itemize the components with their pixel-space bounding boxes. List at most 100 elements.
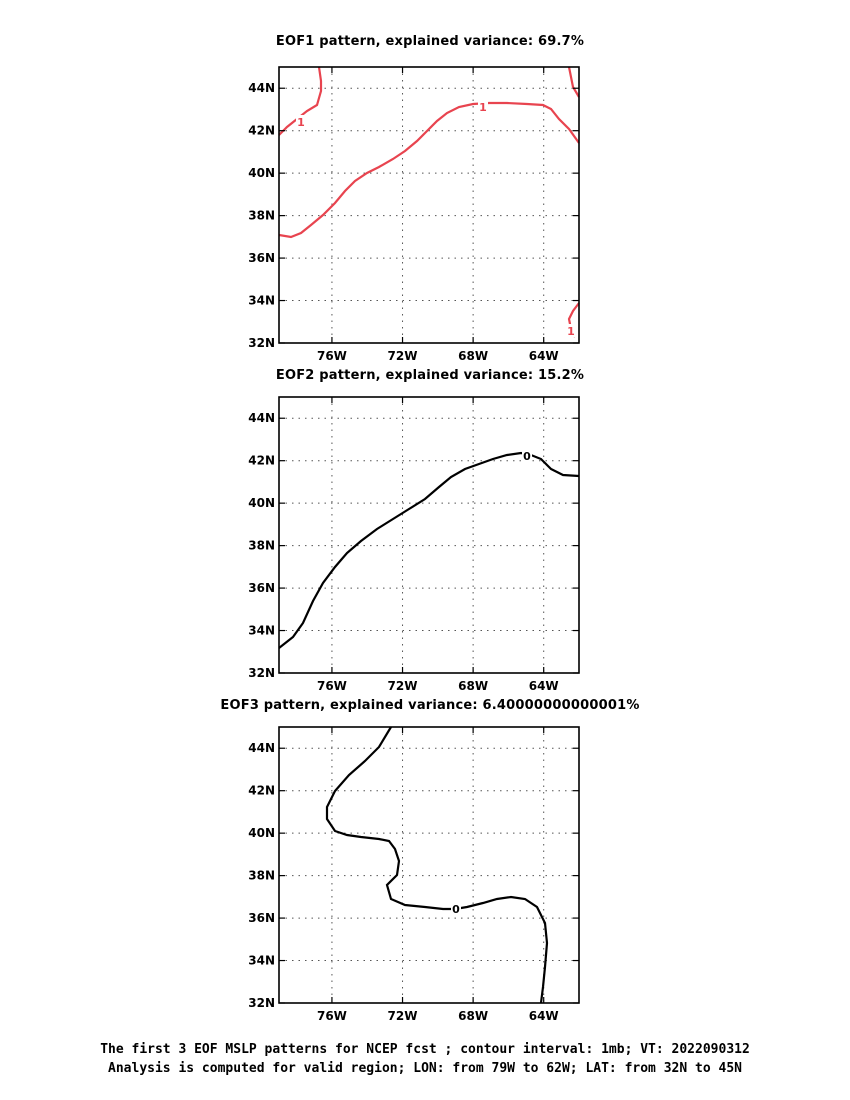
coastline-segment <box>279 69 331 101</box>
lat-tick-label: 36N <box>248 251 275 265</box>
contour-line <box>278 101 580 239</box>
coastline-segment <box>567 71 579 83</box>
coastline-segment <box>319 195 329 205</box>
coastline-segment <box>279 85 319 94</box>
lon-tick-label: 68W <box>458 1009 488 1023</box>
coastline-segment <box>341 512 351 525</box>
coastline-segment <box>326 215 335 225</box>
caption-line-2: Analysis is computed for valid region; L… <box>108 1061 742 1076</box>
coastline-segment <box>279 67 493 306</box>
contour-label-background <box>478 100 488 113</box>
eof3-map: 0 76W 72W 68W 64W 32N 34N 36N 38N 40N 42N 44N <box>248 726 580 1023</box>
coastline-segment <box>509 67 533 83</box>
lat-tick-label: 32N <box>248 666 275 680</box>
contour-group: 0 <box>325 726 549 1004</box>
contour-line <box>278 451 580 649</box>
lat-tick-label: 40N <box>248 166 275 180</box>
lon-tick-label: 76W <box>317 679 347 693</box>
panel-1-title: EOF1 pattern, explained variance: 69.7% <box>275 34 585 49</box>
coastline-segment <box>297 431 309 437</box>
coastline-segment <box>341 842 351 855</box>
coastline-segment <box>509 727 533 743</box>
coastline-segment <box>279 729 331 761</box>
lon-tick-label: 64W <box>529 349 559 363</box>
lon-tick-label: 72W <box>388 349 418 363</box>
eof2-map: 0 76W 72W 68W 64W 32N 34N 36N 38N 40N 42N 44N <box>248 396 580 693</box>
coastline-segment <box>431 442 443 465</box>
lat-tick-label: 38N <box>248 539 275 553</box>
lon-tick-label: 72W <box>388 679 418 693</box>
coastline-segment <box>279 415 319 424</box>
lon-tick-label: 76W <box>317 1009 347 1023</box>
coastline-segment <box>279 727 493 966</box>
coastline-segment <box>509 401 579 429</box>
lat-tick-label: 42N <box>248 454 275 468</box>
contour-label: 1 <box>479 101 487 114</box>
coastline-segment <box>321 497 331 511</box>
lat-tick-label: 38N <box>248 209 275 223</box>
coastline-segment <box>321 827 331 841</box>
coastline-segment <box>317 245 329 255</box>
coastline-segment <box>431 772 443 795</box>
lat-tick-label: 38N <box>248 869 275 883</box>
coastline-segment <box>279 399 331 431</box>
lon-tick-label: 64W <box>529 1009 559 1023</box>
map-frame <box>278 396 580 674</box>
coastline-segment <box>317 905 329 915</box>
eof1-map: 1 1 1 76W 72W 68W 64W 32N 34N 36N 38N 40N 42N 44N <box>248 66 580 363</box>
coastline-segment <box>403 469 439 487</box>
coastline-segment <box>509 731 579 759</box>
lat-tick-label: 32N <box>248 336 275 350</box>
coastline-segment <box>319 866 327 871</box>
contour-group: 0 <box>278 449 580 649</box>
coastline-segment <box>444 97 457 103</box>
coastline-segment <box>279 397 493 636</box>
map-frame <box>278 66 580 344</box>
coastline-segment <box>365 141 385 157</box>
lon-tick-label: 68W <box>458 679 488 693</box>
lat-tick-label: 36N <box>248 581 275 595</box>
lat-tick-label: 44N <box>248 81 275 95</box>
coastline-segment <box>317 260 324 273</box>
coastline-segment <box>326 875 335 885</box>
contour-line <box>278 66 323 136</box>
lat-tick-label: 40N <box>248 826 275 840</box>
coastline-segment <box>279 745 319 754</box>
coastline-segment <box>317 920 324 933</box>
lat-tick-label: 40N <box>248 496 275 510</box>
coastline-segment <box>297 761 309 767</box>
coastline-segment <box>367 473 399 477</box>
lat-tick-label: 36N <box>248 911 275 925</box>
lat-tick-label: 34N <box>248 624 275 638</box>
lat-tick-label: 42N <box>248 784 275 798</box>
panel-2-title: EOF2 pattern, explained variance: 15.2% <box>275 368 585 383</box>
coastline <box>279 397 579 636</box>
coastline-segment <box>541 427 549 439</box>
coastline-segment <box>321 167 331 181</box>
map-frame <box>278 726 580 1004</box>
lat-tick-label: 44N <box>248 741 275 755</box>
lon-tick-label: 76W <box>317 349 347 363</box>
coastline-segment <box>326 545 335 555</box>
lat-tick-label: 32N <box>248 996 275 1010</box>
contour-group: 1 1 1 <box>278 66 580 338</box>
coastline-segment <box>375 153 396 155</box>
contour-label: 1 <box>567 325 575 338</box>
lon-tick-label: 64W <box>529 679 559 693</box>
lon-tick-label: 72W <box>388 1009 418 1023</box>
coastline-segment <box>367 803 399 807</box>
panel-3-title: EOF3 pattern, explained variance: 6.4000… <box>220 698 640 713</box>
coastline-segment <box>444 427 457 433</box>
contour-label-background <box>566 324 576 337</box>
lon-tick-label: 68W <box>458 349 488 363</box>
contour-label: 0 <box>452 903 460 916</box>
lat-tick-label: 44N <box>248 411 275 425</box>
coastline-segment <box>509 397 533 413</box>
lat-tick-label: 34N <box>248 294 275 308</box>
coastline <box>279 67 579 306</box>
coastline-segment <box>567 401 579 413</box>
lat-tick-label: 42N <box>248 124 275 138</box>
coastline-segment <box>297 101 309 107</box>
coastline-segment <box>319 525 329 535</box>
